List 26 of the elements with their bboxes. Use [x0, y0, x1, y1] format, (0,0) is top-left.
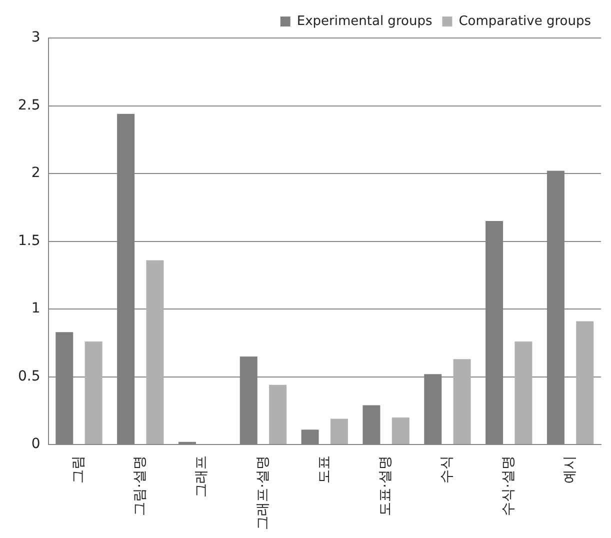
- x-tick-label: 그림·설명: [132, 456, 148, 516]
- y-tick-label: 1: [31, 300, 40, 317]
- bar: [84, 342, 102, 444]
- bar: [453, 359, 471, 444]
- bar: [392, 417, 410, 444]
- x-tick-label: 예시: [562, 456, 578, 484]
- bar: [514, 342, 532, 444]
- x-tick-label: 도표·설명: [378, 456, 394, 516]
- bar: [269, 384, 287, 444]
- x-tick-label: 수식·설명: [500, 456, 517, 516]
- x-tick-label: 그래프: [193, 456, 210, 498]
- y-tick-label: 2: [31, 165, 40, 182]
- legend-label: Comparative groups: [458, 14, 592, 29]
- bar: [576, 321, 594, 444]
- y-tick-label: 2.5: [18, 97, 40, 114]
- legend-label: Experimental groups: [296, 14, 432, 29]
- bar: [330, 418, 348, 444]
- y-tick-label: 0.5: [18, 368, 40, 384]
- y-tick-label: 0: [31, 436, 40, 452]
- x-tick-label: 도표: [316, 456, 332, 484]
- x-tick-label: 수식: [439, 456, 456, 484]
- bar: [146, 260, 164, 444]
- y-tick-label: 3: [31, 30, 40, 46]
- x-tick-label: 그래프·설명: [254, 456, 271, 530]
- x-tick-label: 그림: [70, 456, 87, 484]
- y-tick-label: 1.5: [18, 232, 40, 249]
